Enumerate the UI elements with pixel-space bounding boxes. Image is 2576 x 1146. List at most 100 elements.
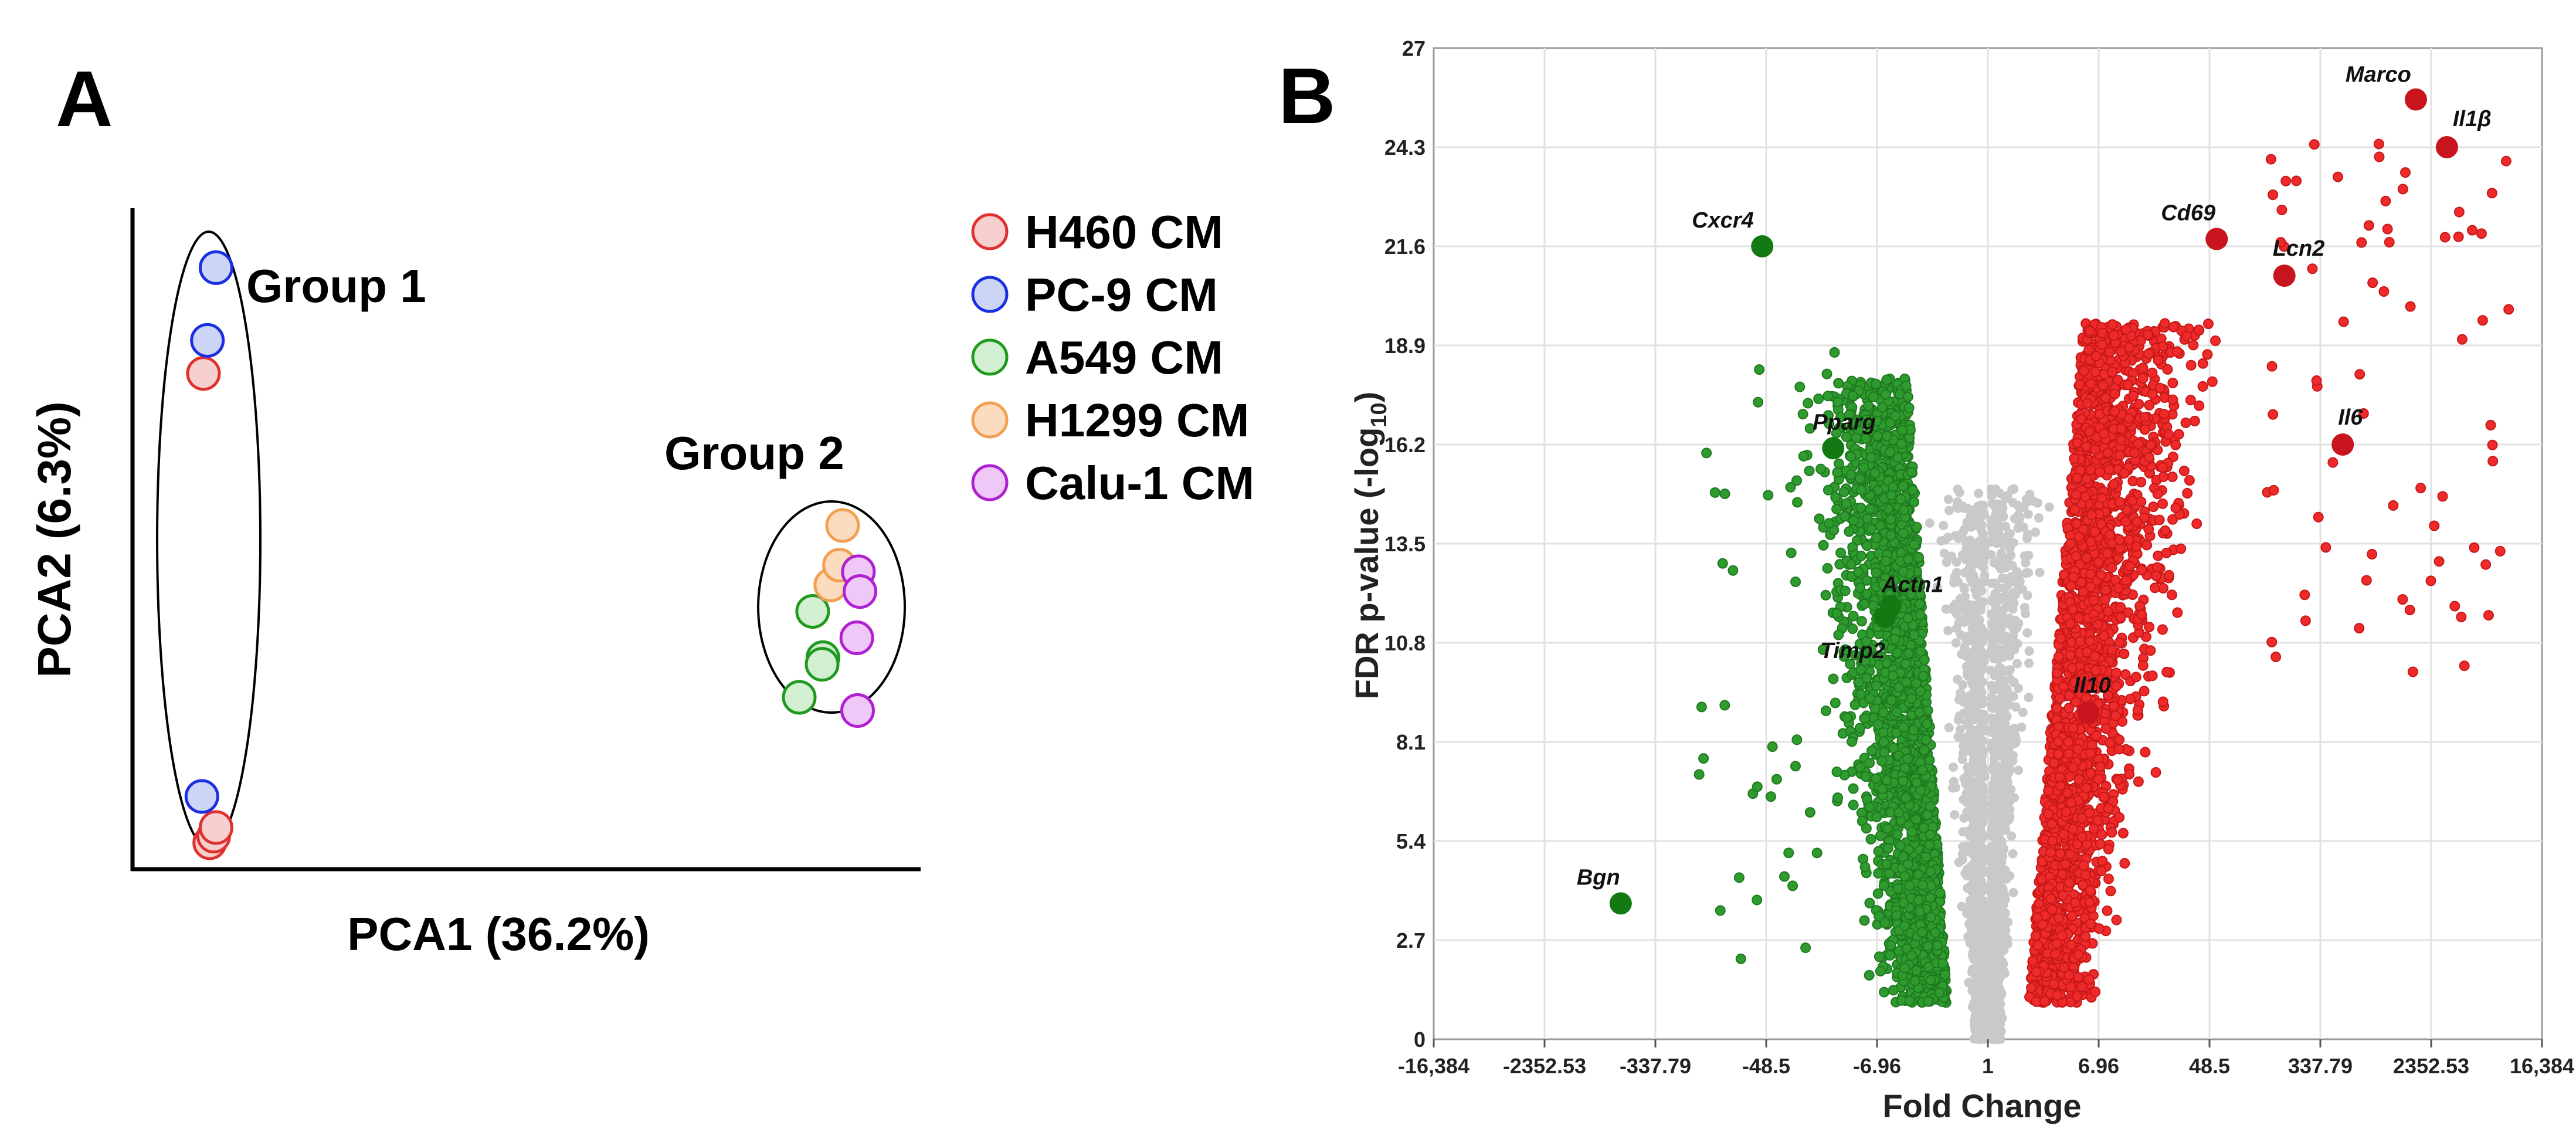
down-point <box>1865 503 1876 514</box>
legend-marker <box>971 276 1009 313</box>
down-point <box>1877 783 1888 794</box>
ns-point <box>1977 507 1987 517</box>
ns-point <box>2008 849 2018 859</box>
pca-point <box>198 810 233 845</box>
legend-marker <box>971 464 1009 501</box>
ns-point <box>1966 900 1976 910</box>
down-point <box>1854 723 1865 734</box>
down-point <box>1903 554 1914 565</box>
down-point <box>1733 872 1745 883</box>
ns-point <box>2001 648 2011 658</box>
down-point <box>1845 469 1857 480</box>
ns-point <box>1976 543 1986 552</box>
ns-point <box>1954 711 1964 721</box>
legend-marker <box>971 338 1009 376</box>
down-point <box>1885 514 1896 525</box>
down-point <box>1902 391 1913 402</box>
down-point <box>1881 775 1892 786</box>
down-point <box>1881 374 1892 385</box>
ns-point <box>1991 484 2001 494</box>
ns-point <box>2004 809 2014 819</box>
ns-point <box>1950 810 1960 820</box>
down-point <box>1913 869 1924 880</box>
ns-point <box>1979 997 1989 1007</box>
down-point <box>1855 664 1866 675</box>
ns-point <box>1986 537 1996 547</box>
ns-point <box>1941 604 1951 614</box>
down-point <box>1910 814 1922 825</box>
legend-label: H1299 CM <box>1025 394 1249 446</box>
ns-point <box>1965 845 1975 855</box>
down-point <box>1900 658 1911 669</box>
ns-point <box>2005 665 2015 675</box>
down-point <box>1885 950 1896 961</box>
down-point <box>1872 888 1883 899</box>
down-point <box>1934 987 1945 998</box>
down-point <box>1800 942 1811 954</box>
legend-marker <box>971 213 1009 250</box>
down-point <box>1919 745 1930 756</box>
down-point <box>1893 682 1905 693</box>
ns-point <box>1994 557 2004 567</box>
up-point <box>2185 360 2197 371</box>
ns-point <box>1988 960 1998 970</box>
down-point <box>1924 754 1935 765</box>
ns-point <box>1989 670 1999 680</box>
down-point <box>1878 727 1889 738</box>
down-point <box>1767 741 1778 752</box>
down-point <box>1871 567 1882 578</box>
ns-point <box>1954 487 1964 497</box>
down-point <box>1855 502 1866 513</box>
pca-point <box>805 647 840 682</box>
ns-point <box>1976 972 1986 982</box>
group2-ellipse <box>757 500 906 714</box>
down-point <box>1783 847 1794 859</box>
down-point <box>1881 430 1892 442</box>
ns-point <box>1943 494 1953 504</box>
ns-point <box>1989 650 1999 660</box>
down-point <box>1871 378 1882 389</box>
ns-point <box>2024 693 2034 703</box>
down-point <box>1924 839 1935 850</box>
down-point <box>1859 915 1870 926</box>
ns-point <box>2023 509 2033 519</box>
ns-point <box>1959 746 1969 756</box>
ns-point <box>1948 762 1958 772</box>
down-point <box>1698 753 1709 764</box>
ns-point <box>1978 529 1988 539</box>
down-point <box>1719 488 1730 499</box>
down-point <box>1824 418 1835 429</box>
ns-point <box>1988 894 1998 904</box>
down-point <box>1932 940 1943 951</box>
down-point <box>1847 623 1858 635</box>
down-point <box>1925 975 1936 986</box>
ns-point <box>1978 709 1988 719</box>
down-point <box>1818 540 1829 551</box>
ns-point <box>1978 1031 1988 1041</box>
ns-point <box>1990 1032 2000 1042</box>
down-point <box>1898 504 1909 516</box>
down-point <box>1715 905 1726 916</box>
ns-point <box>1991 609 2001 619</box>
down-point <box>1913 552 1925 563</box>
down-point <box>1878 707 1889 718</box>
ns-point <box>1976 697 1986 707</box>
down-point <box>1847 391 1858 402</box>
down-point <box>1888 670 1899 682</box>
ns-point <box>2006 784 2016 794</box>
down-point <box>1917 765 1928 776</box>
pca-point <box>795 594 830 629</box>
ns-point <box>1976 723 1986 733</box>
down-point <box>1779 871 1790 882</box>
ns-point <box>1988 762 1998 772</box>
down-point <box>1898 897 1909 908</box>
down-point <box>1911 777 1922 788</box>
ns-point <box>1988 820 1998 830</box>
ns-point <box>1990 578 2000 588</box>
down-point <box>1884 868 1895 879</box>
ns-point <box>1961 632 1971 642</box>
ns-point <box>1978 844 1988 854</box>
down-point <box>1844 526 1855 537</box>
up-point <box>2185 395 2196 406</box>
